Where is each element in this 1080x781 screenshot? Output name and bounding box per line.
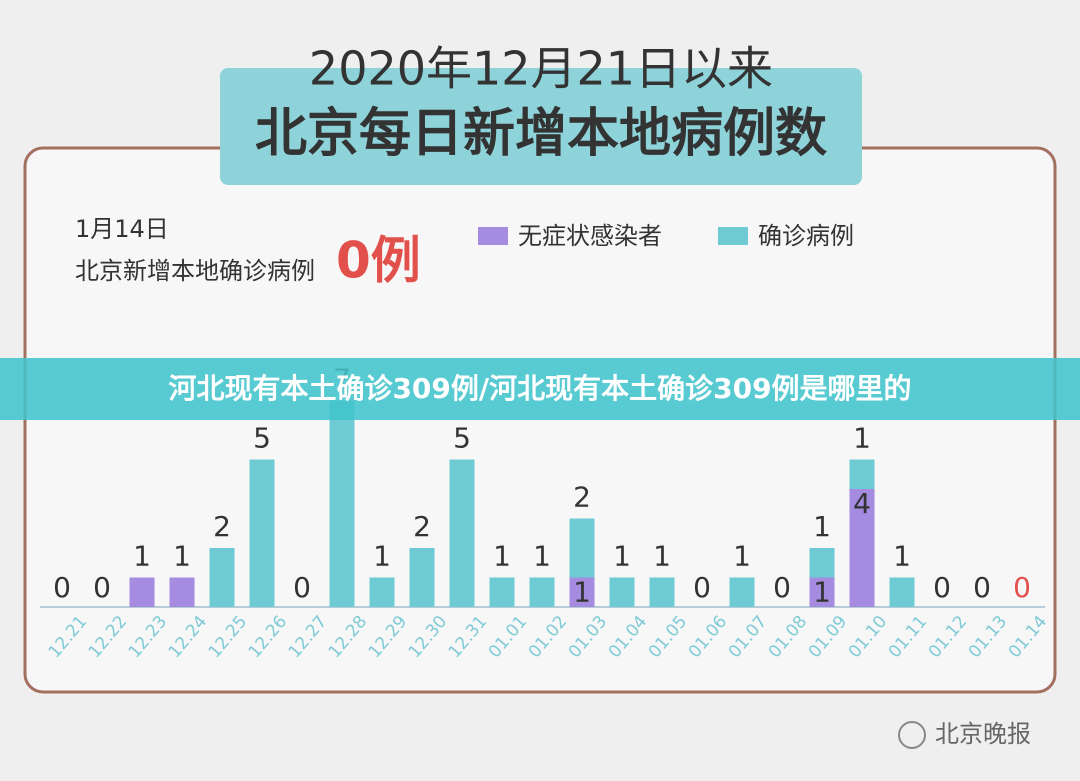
chart-subtitle: 北京每日新增本地病例数 <box>255 104 827 164</box>
value-label: 4 <box>853 487 871 520</box>
value-label: 1 <box>813 576 831 609</box>
legend-swatch <box>478 227 508 245</box>
value-label: 1 <box>653 540 671 573</box>
value-label: 0 <box>93 571 111 604</box>
legend-label: 确诊病例 <box>758 222 854 250</box>
note-date: 1月14日 <box>75 215 169 243</box>
bar-segment <box>409 548 435 607</box>
value-label: 0 <box>933 571 951 604</box>
value-label: 5 <box>453 422 471 455</box>
value-label: 2 <box>413 510 431 543</box>
bar-segment <box>209 548 235 607</box>
note-text: 北京新增本地确诊病例 <box>75 257 315 285</box>
value-label: 0 <box>973 571 991 604</box>
value-label: 0 <box>1013 571 1031 604</box>
bar-segment <box>569 518 595 578</box>
value-label: 2 <box>573 481 591 514</box>
value-label: 0 <box>293 571 311 604</box>
chart-title: 2020年12月21日以来 <box>309 42 773 96</box>
value-label: 1 <box>613 540 631 573</box>
bar-segment <box>889 577 915 607</box>
bar-segment <box>809 548 835 578</box>
value-label: 1 <box>893 540 911 573</box>
title-box <box>220 68 862 185</box>
value-label: 1 <box>133 540 151 573</box>
value-label: 1 <box>573 576 591 609</box>
bar-segment <box>569 577 595 607</box>
bar-segment <box>169 577 195 607</box>
value-label: 2 <box>213 510 231 543</box>
bar-segment <box>249 459 275 607</box>
bar-segment <box>609 577 635 607</box>
bar-segment <box>369 577 395 607</box>
bar-segment <box>129 577 155 607</box>
value-label: 1 <box>813 510 831 543</box>
bar-segment <box>809 577 835 607</box>
watermark-icon <box>898 721 926 749</box>
value-label: 5 <box>253 422 271 455</box>
bar-segment <box>529 577 555 607</box>
bar-segment <box>729 577 755 607</box>
value-label: 0 <box>693 571 711 604</box>
value-label: 1 <box>373 540 391 573</box>
value-label: 1 <box>173 540 191 573</box>
bar-segment <box>329 400 355 607</box>
value-label: 0 <box>773 571 791 604</box>
value-label: 1 <box>533 540 551 573</box>
bar-segment <box>489 577 515 607</box>
banner-bg <box>0 358 1080 420</box>
bar-segment <box>649 577 675 607</box>
bar-segment <box>449 459 475 607</box>
bar-segment <box>849 489 875 607</box>
watermark: 北京晚报 <box>935 720 1031 748</box>
bar-segment <box>849 459 875 489</box>
legend-swatch <box>718 227 748 245</box>
legend-label: 无症状感染者 <box>518 222 662 250</box>
value-label: 1 <box>493 540 511 573</box>
value-label: 1 <box>853 422 871 455</box>
banner: 河北现有本土确诊309例/河北现有本土确诊309例是哪里的 <box>168 372 911 405</box>
value-label: 0 <box>53 571 71 604</box>
note-highlight: 0例 <box>336 232 421 290</box>
value-label: 1 <box>733 540 751 573</box>
